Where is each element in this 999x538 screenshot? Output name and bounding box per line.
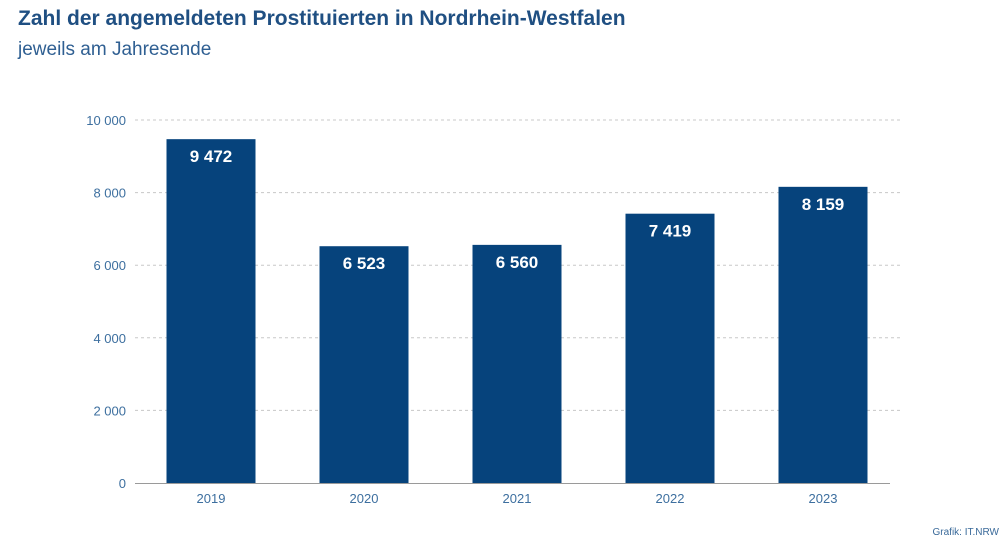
data-label-2019: 9 472 xyxy=(190,147,233,166)
y-tick-label: 10 000 xyxy=(86,113,126,128)
bar-2020 xyxy=(319,246,409,483)
x-tick-label: 2022 xyxy=(656,491,685,506)
x-tick-label: 2020 xyxy=(350,491,379,506)
data-label-2020: 6 523 xyxy=(343,254,386,273)
bar-2019 xyxy=(166,139,256,484)
data-label-2023: 8 159 xyxy=(802,195,845,214)
y-tick-label: 0 xyxy=(119,476,126,491)
chart-title: Zahl der angemeldeten Prostituierten in … xyxy=(18,7,626,30)
data-label-2021: 6 560 xyxy=(496,253,539,272)
y-tick-label: 6 000 xyxy=(93,258,126,273)
bars: 9 472 6 523 6 560 7 419 8 159 xyxy=(166,139,868,484)
y-tick-label: 4 000 xyxy=(93,331,126,346)
gridlines xyxy=(135,119,900,411)
x-tick-label: 2023 xyxy=(809,491,838,506)
source-note: Grafik: IT.NRW xyxy=(932,527,999,538)
x-tick-label: 2019 xyxy=(197,491,226,506)
chart-subtitle: jeweils am Jahresende xyxy=(18,39,212,60)
bar-2023 xyxy=(778,186,868,483)
bar-2021 xyxy=(472,244,562,483)
x-tick-label: 2021 xyxy=(503,491,532,506)
y-axis-ticks: 0 2 000 4 000 6 000 8 000 10 000 xyxy=(86,113,126,491)
x-axis-ticks: 2019 2020 2021 2022 2023 xyxy=(197,491,838,506)
y-tick-label: 2 000 xyxy=(93,403,126,418)
y-tick-label: 8 000 xyxy=(93,186,126,201)
bar-2022 xyxy=(625,213,715,483)
data-label-2022: 7 419 xyxy=(649,222,692,241)
